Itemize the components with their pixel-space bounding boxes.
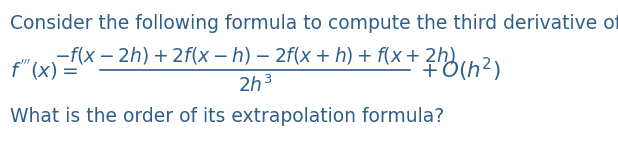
Text: $2h^3$: $2h^3$ bbox=[238, 74, 273, 96]
Text: What is the order of its extrapolation formula?: What is the order of its extrapolation f… bbox=[10, 107, 444, 126]
Text: $-f(x-2h)+2f(x-h)-2f(x+h)+f(x+2h)$: $-f(x-2h)+2f(x-h)-2f(x+h)+f(x+2h)$ bbox=[54, 44, 456, 65]
Text: $f^{\,'''}(x) =$: $f^{\,'''}(x) =$ bbox=[10, 58, 78, 83]
Text: $+\,O(h^2)$: $+\,O(h^2)$ bbox=[420, 56, 501, 84]
Text: Consider the following formula to compute the third derivative of f:: Consider the following formula to comput… bbox=[10, 14, 618, 33]
